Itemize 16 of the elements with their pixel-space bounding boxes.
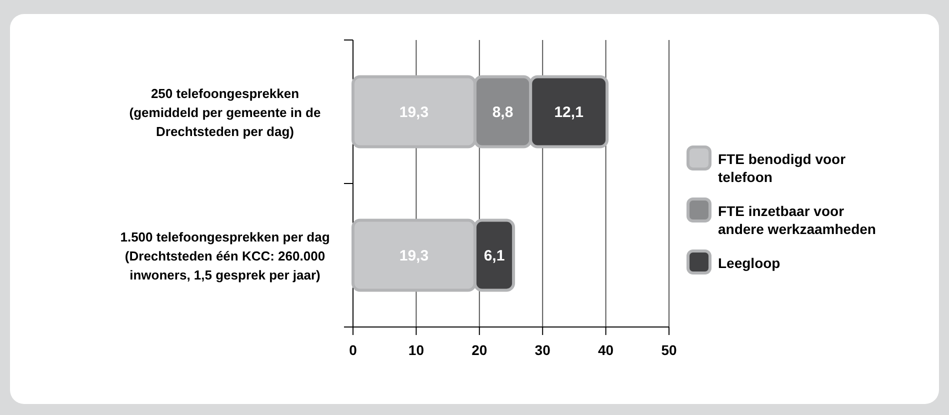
legend-label: FTE benodigd voor telefoon	[718, 151, 846, 185]
text: 19,3	[399, 247, 429, 264]
text: 6,1	[484, 247, 505, 264]
text: 8,8	[492, 104, 514, 121]
x-tick-label: 0	[349, 342, 358, 358]
legend-label: Leegloop	[718, 255, 780, 271]
x-tick-label: 20	[472, 342, 488, 358]
text: 19,3	[399, 104, 429, 121]
y-tick-label: 1.500 telefoongesprekken per dag (Drechtsteden één KCC: 260.000 inwoners, 1,5 gesprek per jaar)	[120, 229, 330, 282]
x-tick-label: 10	[408, 342, 424, 358]
legend-label: FTE inzetbaar voor andere werkzaamheden	[718, 203, 876, 237]
x-tick-label: 40	[598, 342, 614, 358]
y-tick-label: 250 telefoongesprekken (gemiddeld per gemeente in de Drechtsteden per dag)	[129, 86, 321, 139]
x-tick-label: 30	[534, 342, 551, 358]
text: 12,1	[554, 104, 584, 121]
x-tick-label: 50	[661, 342, 677, 358]
